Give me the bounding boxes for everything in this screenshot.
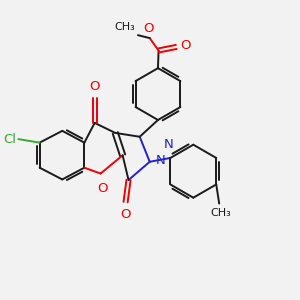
Text: O: O [180,39,190,52]
Text: O: O [89,80,100,93]
Text: N: N [156,154,165,167]
Text: O: O [97,182,107,195]
Text: Cl: Cl [3,133,16,146]
Text: O: O [120,208,131,221]
Text: N: N [164,139,174,152]
Text: CH₃: CH₃ [114,22,135,32]
Text: CH₃: CH₃ [210,208,231,218]
Text: O: O [143,22,154,34]
